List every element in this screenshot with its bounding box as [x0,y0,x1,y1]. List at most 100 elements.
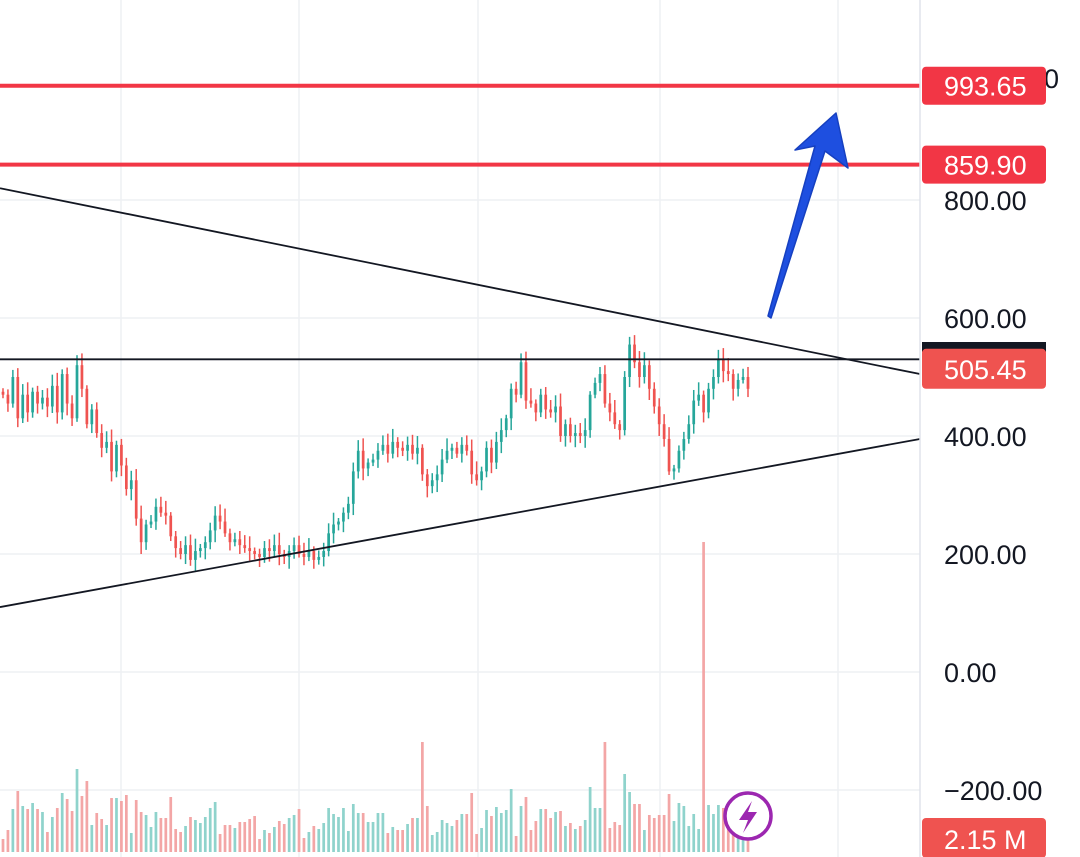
candle-body [366,462,370,469]
price-badges: 993.65 859.90 505.45 2.15 M [922,66,1046,857]
volume-bar [179,832,182,852]
candle-body [105,441,108,448]
volume-bar [322,823,326,852]
drawn-lines[interactable] [0,83,921,608]
volume-bar [174,829,178,852]
volume-bar [440,820,444,852]
descending-trendline[interactable] [0,187,921,375]
volume-bar [564,826,567,852]
volume-bar [115,798,118,852]
volume-bar [268,833,271,852]
candle-body [480,471,483,481]
volume-bar [662,815,666,852]
volume-bar [411,818,414,852]
candle-body [248,548,252,552]
candle-body [549,409,553,413]
volume-bar [263,830,266,852]
volume-bar [120,801,123,852]
candle-body [90,409,94,425]
candle-body [159,506,163,513]
volume-bar [80,796,84,852]
volume-bar [559,811,562,852]
price-tick-label: 400.00 [944,422,1027,452]
volume-bar [618,825,622,852]
lightning-icon[interactable] [723,791,773,841]
volume-bar [169,797,173,852]
volume-bar [287,818,291,852]
volume-bar [60,793,64,852]
volume-bar [697,829,701,852]
volume-bar [633,804,636,852]
candle-body [514,388,518,395]
candle-body [559,406,562,436]
ascending-trendline[interactable] [0,438,921,608]
volume-bar [623,774,627,852]
candle-body [65,374,69,404]
candle-body [643,365,646,377]
candle-body [307,551,311,557]
volume-bar [495,807,498,852]
volume-bar [70,811,74,852]
candle-body [411,444,414,454]
candle-body [263,548,266,557]
volume-bar [100,819,104,852]
volume-bar [465,814,469,852]
volume-bar [90,825,94,852]
candle-body [613,412,617,425]
volume-bar [11,809,15,852]
volume-bar [361,813,365,852]
volume-bar [726,814,730,852]
candle-body [519,362,523,395]
volume-bar [578,826,582,852]
volume-bar [539,809,543,852]
volume-bar [569,823,572,852]
candle-body [169,515,173,537]
price-axis[interactable]: 0 800.00 600.00 400.00 200.00 0.00 −200.… [944,64,1059,806]
candle-body [60,374,64,413]
candle-body [31,391,34,413]
volume-bar [356,813,360,852]
candle-body [712,377,715,389]
candle-body [253,551,256,554]
candle-body [465,444,469,451]
volume-bar [475,834,478,852]
candle-body [539,394,543,413]
candle-body [628,344,631,377]
candle-body [593,382,597,395]
candle-body [179,548,182,554]
volume-bar [159,818,163,852]
volume-bar [50,817,54,852]
candle-body [657,406,661,425]
volume-bar [371,822,375,852]
volume-bar [139,812,143,852]
volume-bar [337,817,340,852]
volume-bar [228,825,232,852]
volume-bar [381,813,385,852]
candle-body [208,530,212,543]
volume-bar [638,804,641,852]
volume-bar [6,830,10,852]
candle-body [332,524,335,534]
volume-bar [85,781,89,852]
candle-body [741,377,745,380]
volume-bar [164,818,168,852]
candle-body [667,438,671,472]
candle-body [134,480,138,519]
candle-body [677,450,681,469]
volume-bar [450,826,454,852]
candle-body [149,521,153,525]
candle-body [638,362,641,377]
candle-body [228,533,232,543]
volume-bar [129,833,133,852]
svg-text:993.65: 993.65 [944,72,1027,102]
up-arrow-icon[interactable] [767,112,849,319]
candle-body [16,377,20,419]
volume-bar [667,794,671,852]
candle-body [578,433,582,436]
volume-bar [519,806,523,852]
volume-bar [554,812,557,852]
volume-bar [184,826,187,852]
volume-bar [573,829,577,852]
candle-body [445,450,449,460]
